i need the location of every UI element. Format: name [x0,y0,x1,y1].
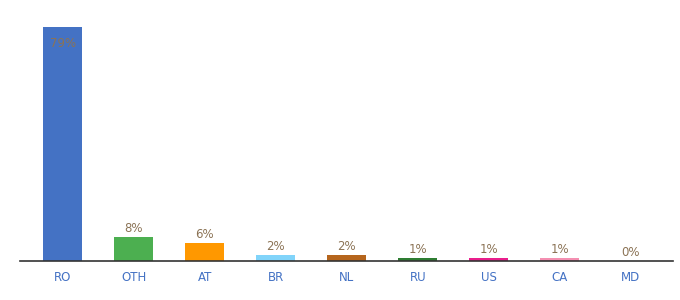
Bar [540,258,579,261]
Text: 6%: 6% [196,228,214,241]
Text: 1%: 1% [479,243,498,256]
Bar [469,258,508,261]
Text: 2%: 2% [337,240,356,253]
Bar [44,27,82,261]
Text: 2%: 2% [267,240,285,253]
Text: 79%: 79% [50,37,76,50]
Text: 1%: 1% [550,243,569,256]
Bar [186,243,224,261]
Bar [327,255,367,261]
Text: 0%: 0% [622,246,640,259]
Bar [398,258,437,261]
Text: 8%: 8% [124,222,143,235]
Bar [256,255,295,261]
Text: 1%: 1% [409,243,427,256]
Bar [114,237,154,261]
